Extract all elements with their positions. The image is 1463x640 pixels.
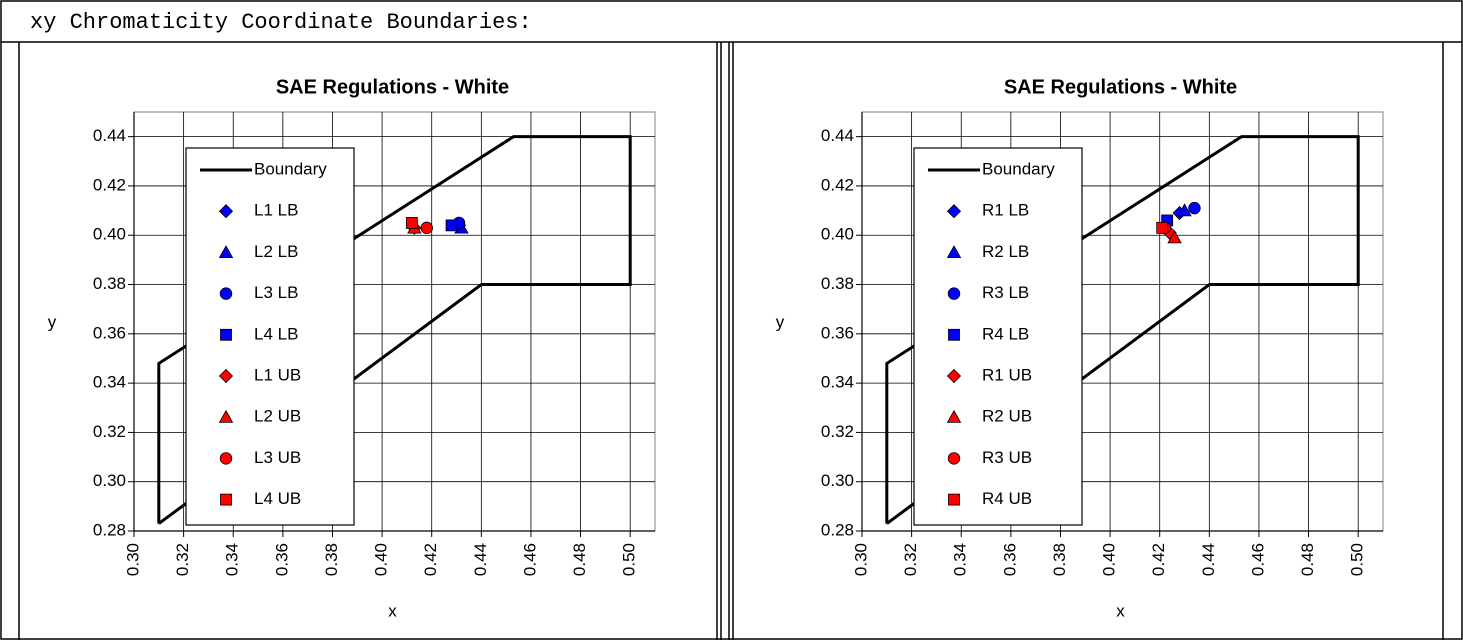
chart: SAE Regulations - White y x 0.28 0.30 0.32 0.3… [776, 76, 1384, 620]
legend-swatch [948, 328, 960, 341]
legend-label: L1 LB [254, 201, 298, 220]
legend-swatch [946, 204, 962, 219]
legend-swatch [947, 287, 961, 300]
legend-swatch [218, 204, 234, 219]
x-tick-label: 0.40 [1100, 543, 1119, 576]
legend-swatch [219, 452, 233, 465]
legend-label: R2 LB [982, 242, 1029, 261]
data-point [445, 219, 458, 232]
legend-label: L3 UB [254, 448, 301, 467]
y-tick-label: 0.28 [821, 520, 854, 539]
x-axis-label: x [388, 601, 397, 620]
legend-swatch [948, 493, 960, 506]
x-tick-label: 0.36 [272, 543, 291, 576]
legend-swatch [946, 245, 962, 259]
x-tick-label: 0.44 [1199, 543, 1218, 576]
boundary-line [885, 135, 1360, 525]
legend-swatch [946, 409, 962, 423]
legend [913, 147, 1083, 526]
x-tick-label: 0.32 [901, 543, 920, 576]
legend-label: R3 UB [982, 448, 1032, 467]
legend-swatch [220, 493, 232, 506]
data-point [1156, 221, 1169, 234]
x-tick-label: 0.44 [471, 543, 490, 576]
x-tick-label: 0.42 [1149, 543, 1168, 576]
legend-swatch [218, 245, 234, 259]
data-point [1188, 201, 1201, 215]
y-axis-label: y [776, 312, 785, 331]
x-tick-label: 0.34 [951, 543, 970, 576]
y-tick-label: 0.44 [93, 126, 126, 145]
x-tick-label: 0.32 [173, 543, 192, 576]
x-tick-label: 0.48 [570, 543, 589, 576]
y-tick-label: 0.42 [821, 175, 854, 194]
legend-swatch [220, 328, 232, 341]
y-tick-label: 0.32 [93, 422, 126, 441]
data-point [405, 217, 418, 229]
y-tick-label: 0.34 [93, 373, 126, 392]
legend-swatch [947, 452, 961, 465]
x-tick-label: 0.36 [1000, 543, 1019, 576]
y-tick-label: 0.34 [821, 373, 854, 392]
x-tick-label: 0.46 [520, 543, 539, 576]
x-tick-label: 0.46 [1248, 543, 1267, 576]
x-tick-label: 0.50 [620, 543, 639, 576]
y-tick-label: 0.38 [821, 274, 854, 293]
legend-label: L1 UB [254, 365, 301, 384]
legend-label: Boundary [982, 159, 1055, 178]
chart-title: SAE Regulations - White [1004, 76, 1237, 98]
x-tick-label: 0.30 [851, 543, 870, 576]
x-axis-label: x [1116, 601, 1125, 620]
y-tick-label: 0.42 [93, 175, 126, 194]
legend-label: L2 UB [254, 407, 301, 426]
y-tick-label: 0.44 [821, 126, 854, 145]
y-tick-label: 0.38 [93, 274, 126, 293]
y-tick-label: 0.36 [821, 323, 854, 342]
legend-swatch [946, 368, 962, 384]
heading: xy Chromaticity Coordinate Boundaries: [30, 10, 532, 35]
legend-swatch [218, 368, 234, 384]
legend-label: R3 LB [982, 283, 1029, 302]
legend-label: L4 LB [254, 324, 298, 343]
y-tick-label: 0.32 [821, 422, 854, 441]
y-tick-label: 0.40 [93, 225, 126, 244]
legend [185, 147, 355, 526]
legend-label: R2 UB [982, 407, 1032, 426]
chart-title: SAE Regulations - White [276, 76, 509, 98]
y-tick-label: 0.30 [93, 471, 126, 490]
boundary-line [157, 135, 632, 525]
legend-label: R1 UB [982, 365, 1032, 384]
x-tick-label: 0.38 [322, 543, 341, 576]
x-tick-label: 0.38 [1050, 543, 1069, 576]
legend-label: R4 UB [982, 489, 1032, 508]
y-axis-label: y [48, 312, 57, 331]
legend-swatch [219, 287, 233, 300]
legend-label: L3 LB [254, 283, 298, 302]
x-tick-label: 0.30 [123, 543, 142, 576]
legend-label: Boundary [254, 159, 327, 178]
y-tick-label: 0.36 [93, 323, 126, 342]
legend-label: L4 UB [254, 489, 301, 508]
legend-label: R4 LB [982, 324, 1029, 343]
x-tick-label: 0.50 [1348, 543, 1367, 576]
data-point [1177, 203, 1192, 217]
legend-swatch [218, 409, 234, 423]
x-tick-label: 0.48 [1298, 543, 1317, 576]
legend-label: L2 LB [254, 242, 298, 261]
y-tick-label: 0.30 [821, 471, 854, 490]
y-tick-label: 0.28 [93, 520, 126, 539]
data-point [1167, 230, 1182, 244]
x-tick-label: 0.42 [421, 543, 440, 576]
x-tick-label: 0.34 [223, 543, 242, 576]
y-tick-label: 0.40 [821, 225, 854, 244]
chart: SAE Regulations - White y x 0.28 0.30 0.32 0.3… [48, 76, 656, 620]
legend-label: R1 LB [982, 201, 1029, 220]
x-tick-label: 0.40 [372, 543, 391, 576]
data-point [420, 221, 433, 235]
